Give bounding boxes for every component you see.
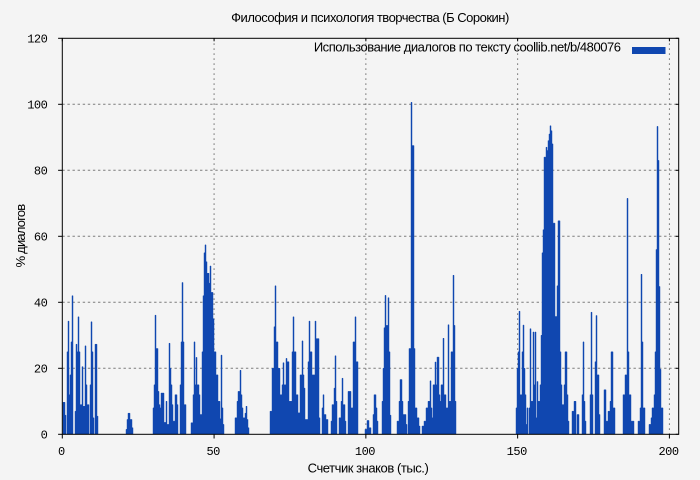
svg-text:50: 50 — [206, 445, 220, 459]
svg-text:0: 0 — [41, 429, 48, 443]
svg-text:% диалогов: % диалогов — [13, 204, 28, 268]
svg-text:100: 100 — [355, 445, 375, 459]
svg-text:Использование диалогов по текс: Использование диалогов по тексту coollib… — [314, 40, 621, 55]
svg-text:100: 100 — [27, 99, 47, 113]
svg-text:60: 60 — [34, 231, 48, 245]
svg-text:0: 0 — [58, 445, 65, 459]
svg-text:120: 120 — [27, 33, 47, 47]
svg-text:Философия и психология творчес: Философия и психология творчества (Б Сор… — [231, 10, 509, 25]
svg-text:150: 150 — [507, 445, 527, 459]
svg-text:200: 200 — [658, 445, 678, 459]
svg-text:40: 40 — [34, 297, 48, 311]
svg-text:80: 80 — [34, 165, 48, 179]
svg-text:20: 20 — [34, 363, 48, 377]
svg-text:Счетчик знаков (тыс.): Счетчик знаков (тыс.) — [308, 461, 429, 476]
